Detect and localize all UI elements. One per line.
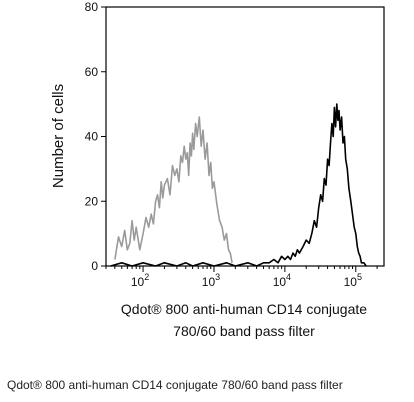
x-tick-label: 105: [344, 272, 362, 289]
y-axis-label: Number of cells: [50, 84, 67, 188]
histogram-chart: 0 20 40 60 80 102 103 104 105 Number of cells Q…: [50, 0, 385, 339]
x-tick-label: 102: [131, 272, 149, 289]
series-line-2: [110, 103, 367, 267]
y-tick-label: 40: [85, 130, 99, 144]
x-axis-label-line-1: Qdot® 800 anti-human CD14 conjugate: [121, 301, 367, 317]
figure-caption: Qdot® 800 anti-human CD14 conjugate 780/…: [7, 378, 343, 392]
x-tick-label: 104: [273, 272, 291, 289]
y-tick-label: 80: [85, 0, 99, 14]
x-axis-ticks: 102 103 104 105: [105, 266, 378, 289]
x-tick-label: 103: [202, 272, 220, 289]
series-layer: [110, 103, 367, 267]
x-axis-label-line-2: 780/60 band pass filter: [173, 323, 315, 339]
y-tick-label: 60: [85, 65, 99, 79]
y-axis-ticks: 0 20 40 60 80: [85, 0, 106, 273]
series-line-1: [114, 116, 233, 263]
y-tick-label: 20: [85, 194, 99, 208]
y-tick-label: 0: [91, 259, 98, 273]
